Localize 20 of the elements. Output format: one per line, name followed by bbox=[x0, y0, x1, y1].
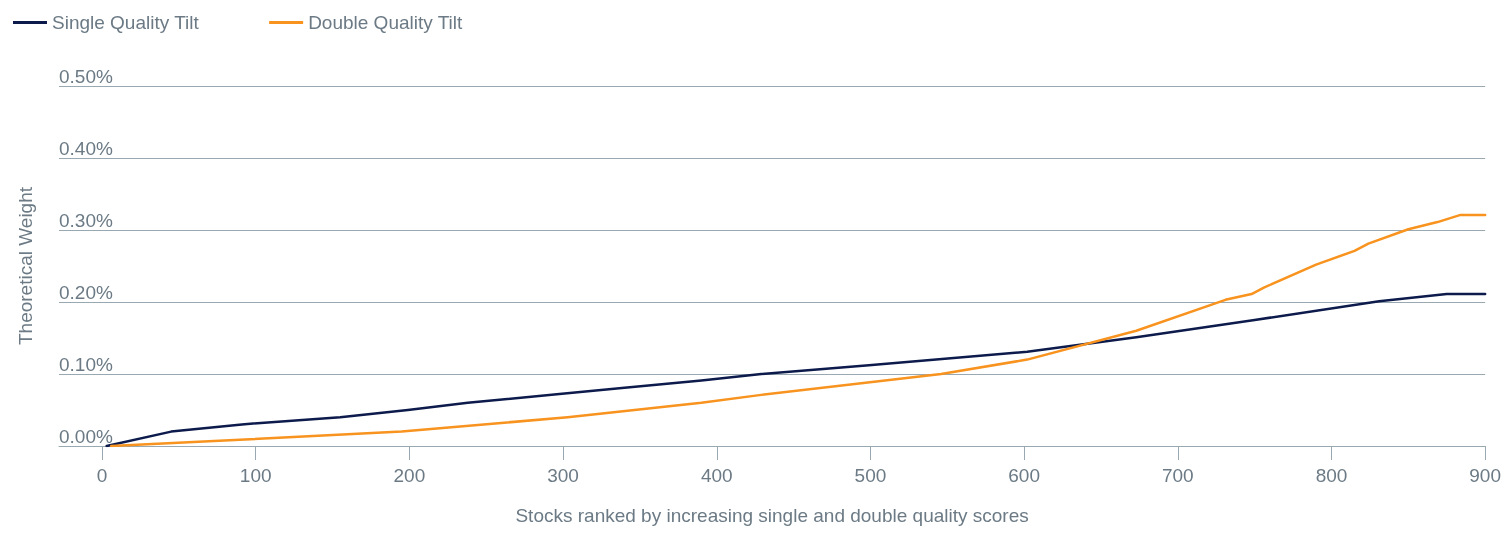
x-tick-label: 200 bbox=[393, 465, 426, 486]
x-tick-label: 0 bbox=[96, 465, 108, 486]
y-axis-title: Theoretical Weight bbox=[15, 186, 36, 346]
x-tick-label: 900 bbox=[1469, 465, 1501, 486]
x-tick-label: 100 bbox=[239, 465, 272, 486]
x-tick-label: 300 bbox=[547, 465, 579, 486]
x-tick-label: 700 bbox=[1161, 465, 1194, 486]
y-tick-label: 0.40% bbox=[59, 138, 113, 159]
y-tick-label: 0.20% bbox=[59, 282, 113, 303]
y-tick-label: 0.50% bbox=[59, 66, 113, 87]
x-tick-label: 600 bbox=[1008, 465, 1040, 486]
legend-label: Double Quality Tilt bbox=[308, 12, 464, 33]
x-tick-label: 800 bbox=[1315, 465, 1348, 486]
legend-label: Single Quality Tilt bbox=[52, 12, 200, 33]
y-tick-label: 0.00% bbox=[59, 426, 113, 447]
x-tick-label: 500 bbox=[854, 465, 887, 486]
x-tick-label: 400 bbox=[700, 465, 733, 486]
y-tick-label: 0.30% bbox=[59, 210, 113, 231]
x-axis-title: Stocks ranked by increasing single and double quality scores bbox=[515, 505, 1029, 526]
y-tick-label: 0.10% bbox=[59, 354, 113, 375]
